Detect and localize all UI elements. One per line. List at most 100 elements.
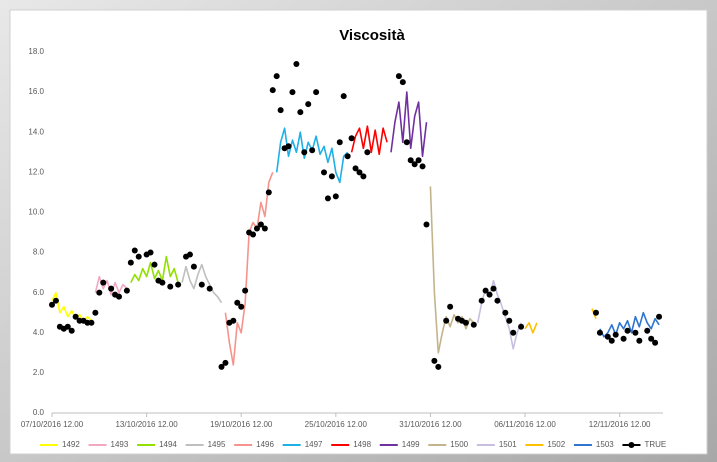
y-tick-label: 16.0 (28, 87, 44, 96)
true-point (518, 323, 525, 330)
true-point (399, 79, 406, 86)
legend-label: 1503 (596, 440, 614, 449)
true-point (289, 89, 296, 96)
y-tick-label: 8.0 (33, 248, 45, 257)
true-point (297, 109, 304, 116)
y-tick-label: 6.0 (33, 288, 45, 297)
true-point (403, 139, 410, 146)
true-point (250, 231, 257, 238)
true-point (411, 161, 418, 168)
legend-label: 1501 (499, 440, 517, 449)
true-point (596, 329, 603, 336)
true-point (131, 247, 138, 254)
series-line (429, 186, 475, 354)
true-point (218, 363, 225, 370)
legend-label: 1499 (402, 440, 420, 449)
true-point (68, 327, 75, 334)
true-point (324, 195, 331, 202)
legend-label: 1492 (62, 440, 80, 449)
true-point (620, 335, 627, 342)
x-tick-label: 12/11/2016 12.00 (589, 420, 651, 429)
series-line (94, 275, 128, 296)
true-point (336, 139, 343, 146)
x-tick-label: 07/10/2016 12.00 (21, 420, 84, 429)
true-point (147, 249, 154, 256)
y-tick-label: 14.0 (28, 127, 44, 136)
true-point (186, 251, 193, 258)
true-point (360, 173, 367, 180)
true-point (269, 87, 276, 94)
legend-label: 1498 (353, 440, 371, 449)
true-point (175, 281, 182, 288)
true-point (352, 165, 359, 172)
true-point (49, 301, 55, 308)
true-point (293, 61, 300, 68)
chart-title: Viscosità (339, 27, 405, 44)
true-point (151, 261, 158, 268)
x-tick-label: 31/10/2016 12.00 (399, 420, 462, 429)
true-point (652, 339, 659, 346)
true-point (100, 279, 107, 286)
true-point (482, 287, 489, 294)
true-point (344, 153, 351, 160)
legend-label: 1493 (111, 440, 129, 449)
true-point (435, 363, 442, 370)
true-point (285, 143, 292, 150)
series-line (130, 255, 179, 283)
legend-marker (628, 442, 635, 448)
true-point (478, 297, 485, 304)
true-point (395, 73, 402, 80)
y-tick-label: 18.0 (28, 47, 44, 56)
y-tick-label: 12.0 (28, 167, 44, 176)
legend-label: 1496 (256, 440, 274, 449)
legend-label: 1494 (159, 440, 177, 449)
true-point (462, 319, 469, 326)
true-point (340, 93, 347, 100)
legend-label: 1497 (305, 440, 323, 449)
x-tick-label: 06/11/2016 12.00 (494, 420, 556, 429)
true-point (242, 287, 249, 294)
x-tick-label: 19/10/2016 12.00 (210, 420, 273, 429)
true-point (510, 329, 517, 336)
true-point (415, 157, 422, 164)
legend-label: 1502 (547, 440, 565, 449)
true-point (624, 327, 631, 334)
true-point (502, 309, 509, 316)
true-point (423, 221, 430, 228)
true-point (364, 149, 371, 156)
x-tick-label: 13/10/2016 12.00 (115, 420, 178, 429)
true-point (135, 253, 142, 260)
y-tick-label: 0.0 (33, 408, 45, 417)
true-point (656, 313, 663, 320)
true-point (273, 73, 280, 80)
legend-label: 1495 (208, 440, 226, 449)
true-point (305, 101, 312, 108)
true-point (127, 259, 134, 266)
true-point (206, 285, 213, 292)
true-point (494, 297, 501, 304)
true-point (257, 221, 264, 228)
true-point (470, 321, 477, 328)
true-point (490, 285, 497, 292)
true-point (447, 303, 454, 310)
true-point (234, 299, 241, 306)
true-point (198, 281, 205, 288)
series-line (181, 263, 223, 304)
true-point (123, 287, 130, 294)
true-point (431, 357, 438, 364)
true-point (332, 193, 339, 200)
true-point (230, 317, 237, 324)
true-point (92, 309, 99, 316)
true-point (632, 329, 639, 336)
legend-label: TRUE (644, 440, 666, 449)
true-point (222, 359, 229, 366)
true-point (486, 291, 493, 298)
true-point (644, 327, 651, 334)
true-point (506, 317, 513, 324)
true-point (64, 323, 71, 330)
true-point (116, 293, 123, 300)
series-line (350, 125, 388, 156)
true-point (313, 89, 320, 96)
